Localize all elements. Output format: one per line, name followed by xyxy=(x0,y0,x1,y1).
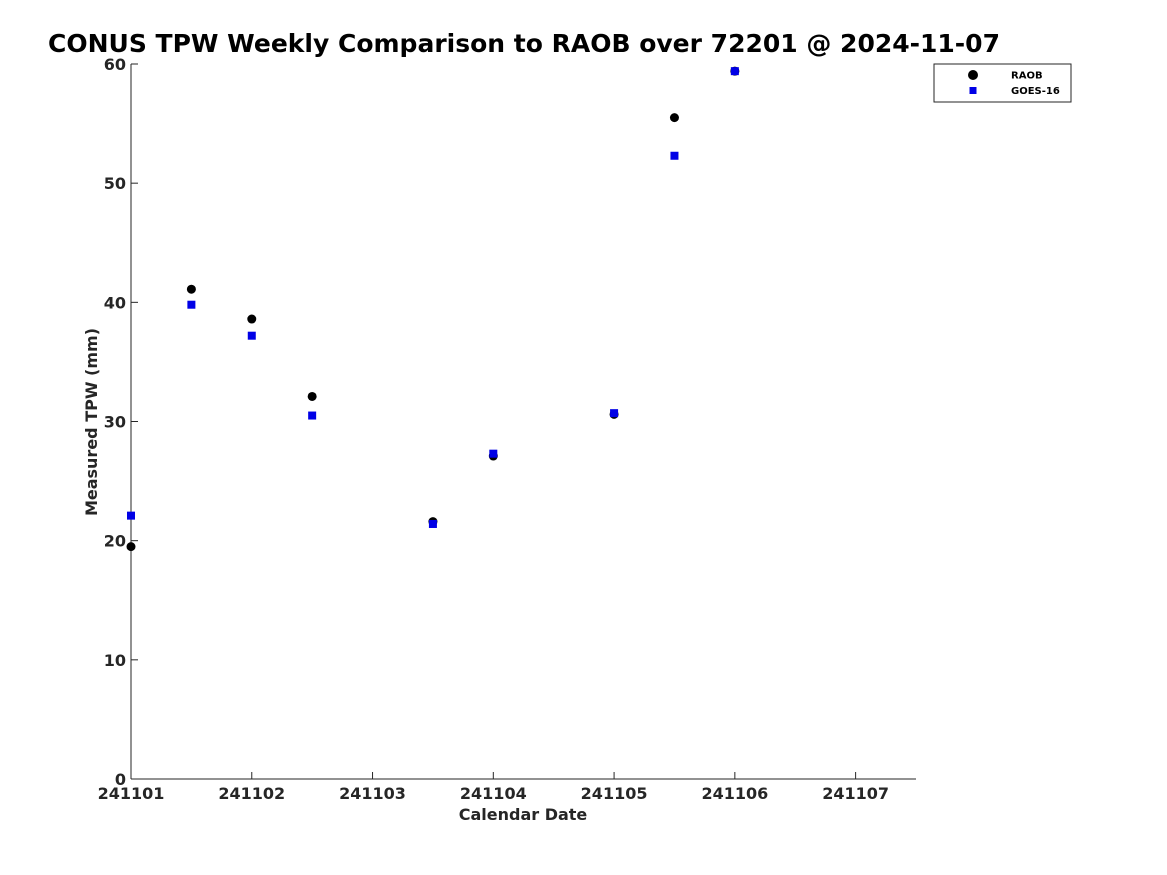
goes16-point xyxy=(610,409,619,418)
y-tick-label: 20 xyxy=(104,532,126,551)
plot-axes xyxy=(130,64,916,780)
y-tick-label: 50 xyxy=(104,174,126,193)
y-tick-label: 40 xyxy=(104,293,126,312)
x-axis-label: Calendar Date xyxy=(459,805,588,824)
raob-point xyxy=(669,113,679,123)
raob-point xyxy=(186,284,196,294)
legend-box xyxy=(933,63,1072,103)
goes16-point xyxy=(127,511,135,520)
x-tick-label: 241105 xyxy=(581,784,648,803)
goes16-point xyxy=(730,67,739,76)
y-tick-label: 10 xyxy=(104,651,126,670)
legend-label-goes16: GOES-16 xyxy=(1011,86,1060,97)
series-1 xyxy=(127,67,739,528)
x-tick-label: 241103 xyxy=(339,784,406,803)
goes16-point xyxy=(428,519,437,528)
raob-point xyxy=(126,542,136,552)
chart-title: CONUS TPW Weekly Comparison to RAOB over… xyxy=(48,29,1000,58)
raob-point xyxy=(307,391,317,401)
raob-point xyxy=(247,314,257,324)
goes16-point xyxy=(187,300,196,309)
data-points xyxy=(126,66,740,552)
y-axis-label: Measured TPW (mm) xyxy=(82,328,101,516)
legend: RAOB GOES-16 xyxy=(933,63,1072,103)
x-tick-label: 241101 xyxy=(98,784,165,803)
x-tick-label: 241104 xyxy=(460,784,527,803)
legend-marker-goes16 xyxy=(969,87,977,94)
y-tick-label: 0 xyxy=(115,770,126,789)
x-tick-label: 241102 xyxy=(218,784,285,803)
goes16-point xyxy=(247,331,256,340)
legend-label-raob: RAOB xyxy=(1011,71,1043,82)
y-axis-ticks: 0 10 20 30 40 50 60 xyxy=(104,55,138,789)
goes16-point xyxy=(308,411,317,420)
y-tick-label: 60 xyxy=(104,55,126,74)
x-tick-label: 241106 xyxy=(701,784,768,803)
goes16-point xyxy=(670,151,679,160)
y-tick-label: 30 xyxy=(104,413,126,432)
x-tick-label: 241107 xyxy=(822,784,889,803)
x-axis-ticks: 241101 241102 241103 241104 241105 241106 2411… xyxy=(98,772,889,803)
goes16-point xyxy=(489,449,498,458)
legend-marker-raob xyxy=(968,70,978,80)
series-0 xyxy=(126,66,740,552)
